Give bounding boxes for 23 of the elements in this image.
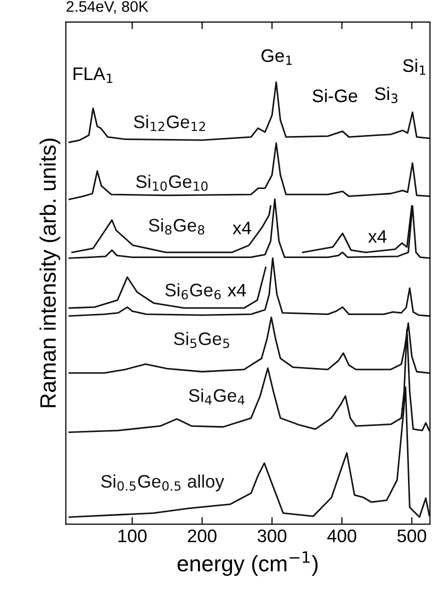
series-label: Si$_{6}$Ge$_{6}$: [165, 283, 221, 300]
text: Ge$_{1}$: [262, 49, 292, 65]
x-tick-label: 200: [188, 530, 216, 542]
annotation: x4: [368, 230, 387, 243]
series-label: Si$_{0.5}$Ge$_{0.5}$ alloy: [101, 474, 224, 492]
x-tick-label: 100: [118, 530, 147, 542]
x-tick-label: 400: [327, 530, 356, 542]
series-label: Si$_{12}$Ge$_{12}$: [134, 114, 206, 132]
x-tick-label: 300: [258, 530, 286, 542]
series-label: Si$_{5}$Ge$_{5}$: [174, 332, 230, 348]
annotation: Si-Ge: [312, 88, 358, 102]
y-axis-title: Raman intensity (arb. units): [40, 138, 60, 408]
annotation: x4: [228, 284, 246, 296]
series-label: Si$_{10}$Ge$_{10}$: [136, 174, 208, 191]
text: Si$_{1}$: [403, 58, 426, 75]
annotation: x4: [232, 222, 252, 234]
series-label: Si$_{8}$Ge$_{8}$: [148, 218, 204, 235]
x-axis-title: energy (cm$^{−1}$): [178, 551, 318, 576]
annotation: FLA$_{1}$: [74, 68, 112, 83]
annotation: Si$_{3}$: [374, 86, 398, 104]
chart-title: 2.54eV, 80K: [66, 1, 148, 14]
series-label: Si$_{4}$Ge$_{4}$: [188, 388, 244, 405]
x-tick-label: 500: [397, 530, 426, 542]
